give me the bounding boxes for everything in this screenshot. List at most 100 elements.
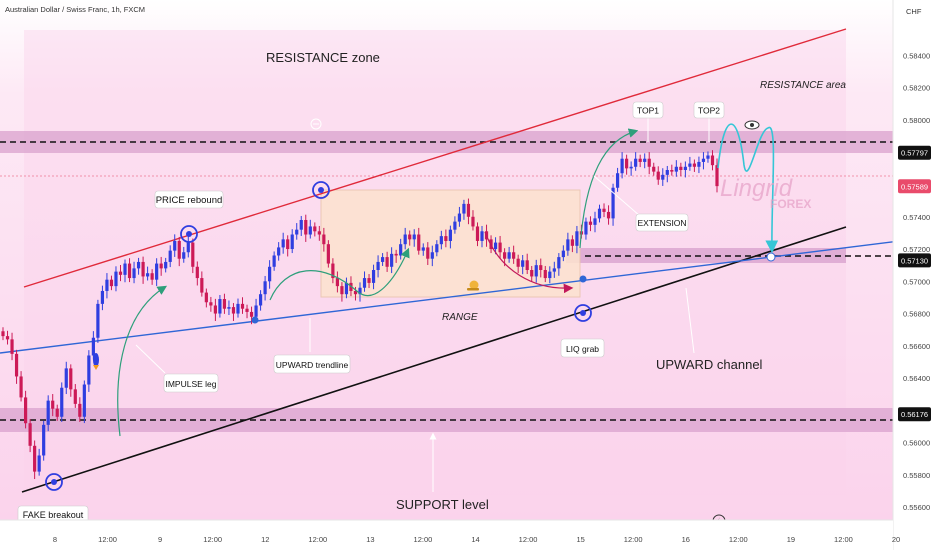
candle-body [286,239,290,250]
candle-body [340,286,344,295]
label-box-top2: TOP2 [693,101,725,119]
y-tick-label: 0.55600 [903,503,930,512]
candle-body [665,170,669,175]
range-up-arrow-1 [269,247,410,301]
candle-body [552,268,556,272]
candle-body [78,403,82,417]
x-tick-label: 12:00 [98,535,117,544]
candle-body [620,158,624,174]
candle-body [258,294,263,306]
y-tick-label: 0.57000 [903,277,930,286]
liq-up-arrow [579,128,639,249]
last-price-label: 0.57589 [901,182,928,191]
symbol-title[interactable]: Australian Dollar / Swiss Franc, 1h, FXC… [5,5,145,14]
price-axis-panel[interactable] [893,0,932,550]
candle-body [643,158,647,162]
pivot-circle-top [312,181,330,199]
candle-body [530,270,534,277]
y-tick-label: 0.58200 [903,84,930,93]
candle-body [543,270,547,279]
pivot-dot-liq-grab [580,310,586,316]
resistance-band [0,131,893,153]
candle-body [679,166,683,170]
candle-body [638,158,642,162]
candle-body [82,384,86,417]
candle-body [263,281,267,295]
label-box-upward-trendline: UPWARD trendline [273,354,351,374]
time-axis-panel[interactable] [0,520,893,550]
candle-body [42,424,46,456]
x-tick-label: 13 [366,535,374,544]
candle-body [575,231,579,246]
label-box-liq-grab: LIQ grab [560,338,605,358]
x-tick-label: 12:00 [729,535,748,544]
candle-body [593,218,597,225]
candle-body [96,303,100,338]
candle-body [272,255,276,267]
candle-body [182,252,186,259]
label-fake-breakout: FAKE breakout [23,510,84,520]
candle-body [570,239,574,246]
x-ticks: 8 12:00 9 12:00 12 12:00 13 12:00 14 12:00 15 12:00… [53,535,900,544]
candle-body [710,155,715,166]
candle-body [534,265,538,277]
candle-body [51,400,55,409]
candle-body [399,244,403,256]
candle-body [146,273,150,277]
candle-body [281,239,285,248]
x-tick-label: 12 [261,535,269,544]
label-impulse-leg: IMPULSE leg [165,379,216,389]
candle-body [322,234,326,245]
candle-body [358,287,362,295]
candle-body [268,266,272,282]
candle-body [304,220,308,235]
candle-body [159,263,163,269]
label-upward-channel: UPWARD channel [656,357,763,372]
candle-body [652,166,656,172]
candle-body [55,408,59,417]
candle-body [290,234,294,250]
candle-body [457,213,462,222]
candle-body [254,305,258,317]
candle-body [344,282,349,295]
candle-body [186,242,190,253]
x-tick-label: 12:00 [519,535,538,544]
candle-body [647,158,651,167]
candle-body [706,155,710,159]
range-down-arrow [484,231,574,294]
pivot-circle-liq-grab [574,304,592,322]
candle-body [566,239,570,251]
candle-body [299,220,303,230]
candle-body [69,368,73,390]
pointer-upward-channel [685,287,695,354]
candle-body [625,158,629,169]
y-tick-label: 0.56600 [903,342,930,351]
candle-body [173,240,177,251]
label-support-level: SUPPORT level [396,497,489,512]
candle-body [548,271,552,279]
pivot-circle-price-rebound [180,225,198,243]
candle-body [132,268,136,279]
label-box-impulse-leg: IMPULSE leg [163,373,219,393]
candle-body [417,234,421,251]
candle-body [317,231,321,235]
pointer-extension [593,175,641,217]
x-tick-label: 9 [158,535,162,544]
candle-body [403,234,407,245]
candle-body [385,257,389,267]
x-tick-label: 12:00 [308,535,327,544]
candle-body [715,165,719,187]
trendline-touch-dot-1 [251,316,259,324]
label-upward-trendline: UPWARD trendline [276,360,349,370]
x-tick-label: 20 [892,535,900,544]
label-extension: EXTENSION [637,218,686,228]
candle-body [1,331,5,337]
candle-body [245,308,249,312]
x-tick-label: 12:00 [834,535,853,544]
candle-body [191,242,195,267]
candle-body [5,336,10,340]
candle-body [331,263,335,279]
candle-body [213,305,217,314]
y-tick-label: 0.56000 [903,439,930,448]
axis-currency-label: CHF [906,7,922,16]
